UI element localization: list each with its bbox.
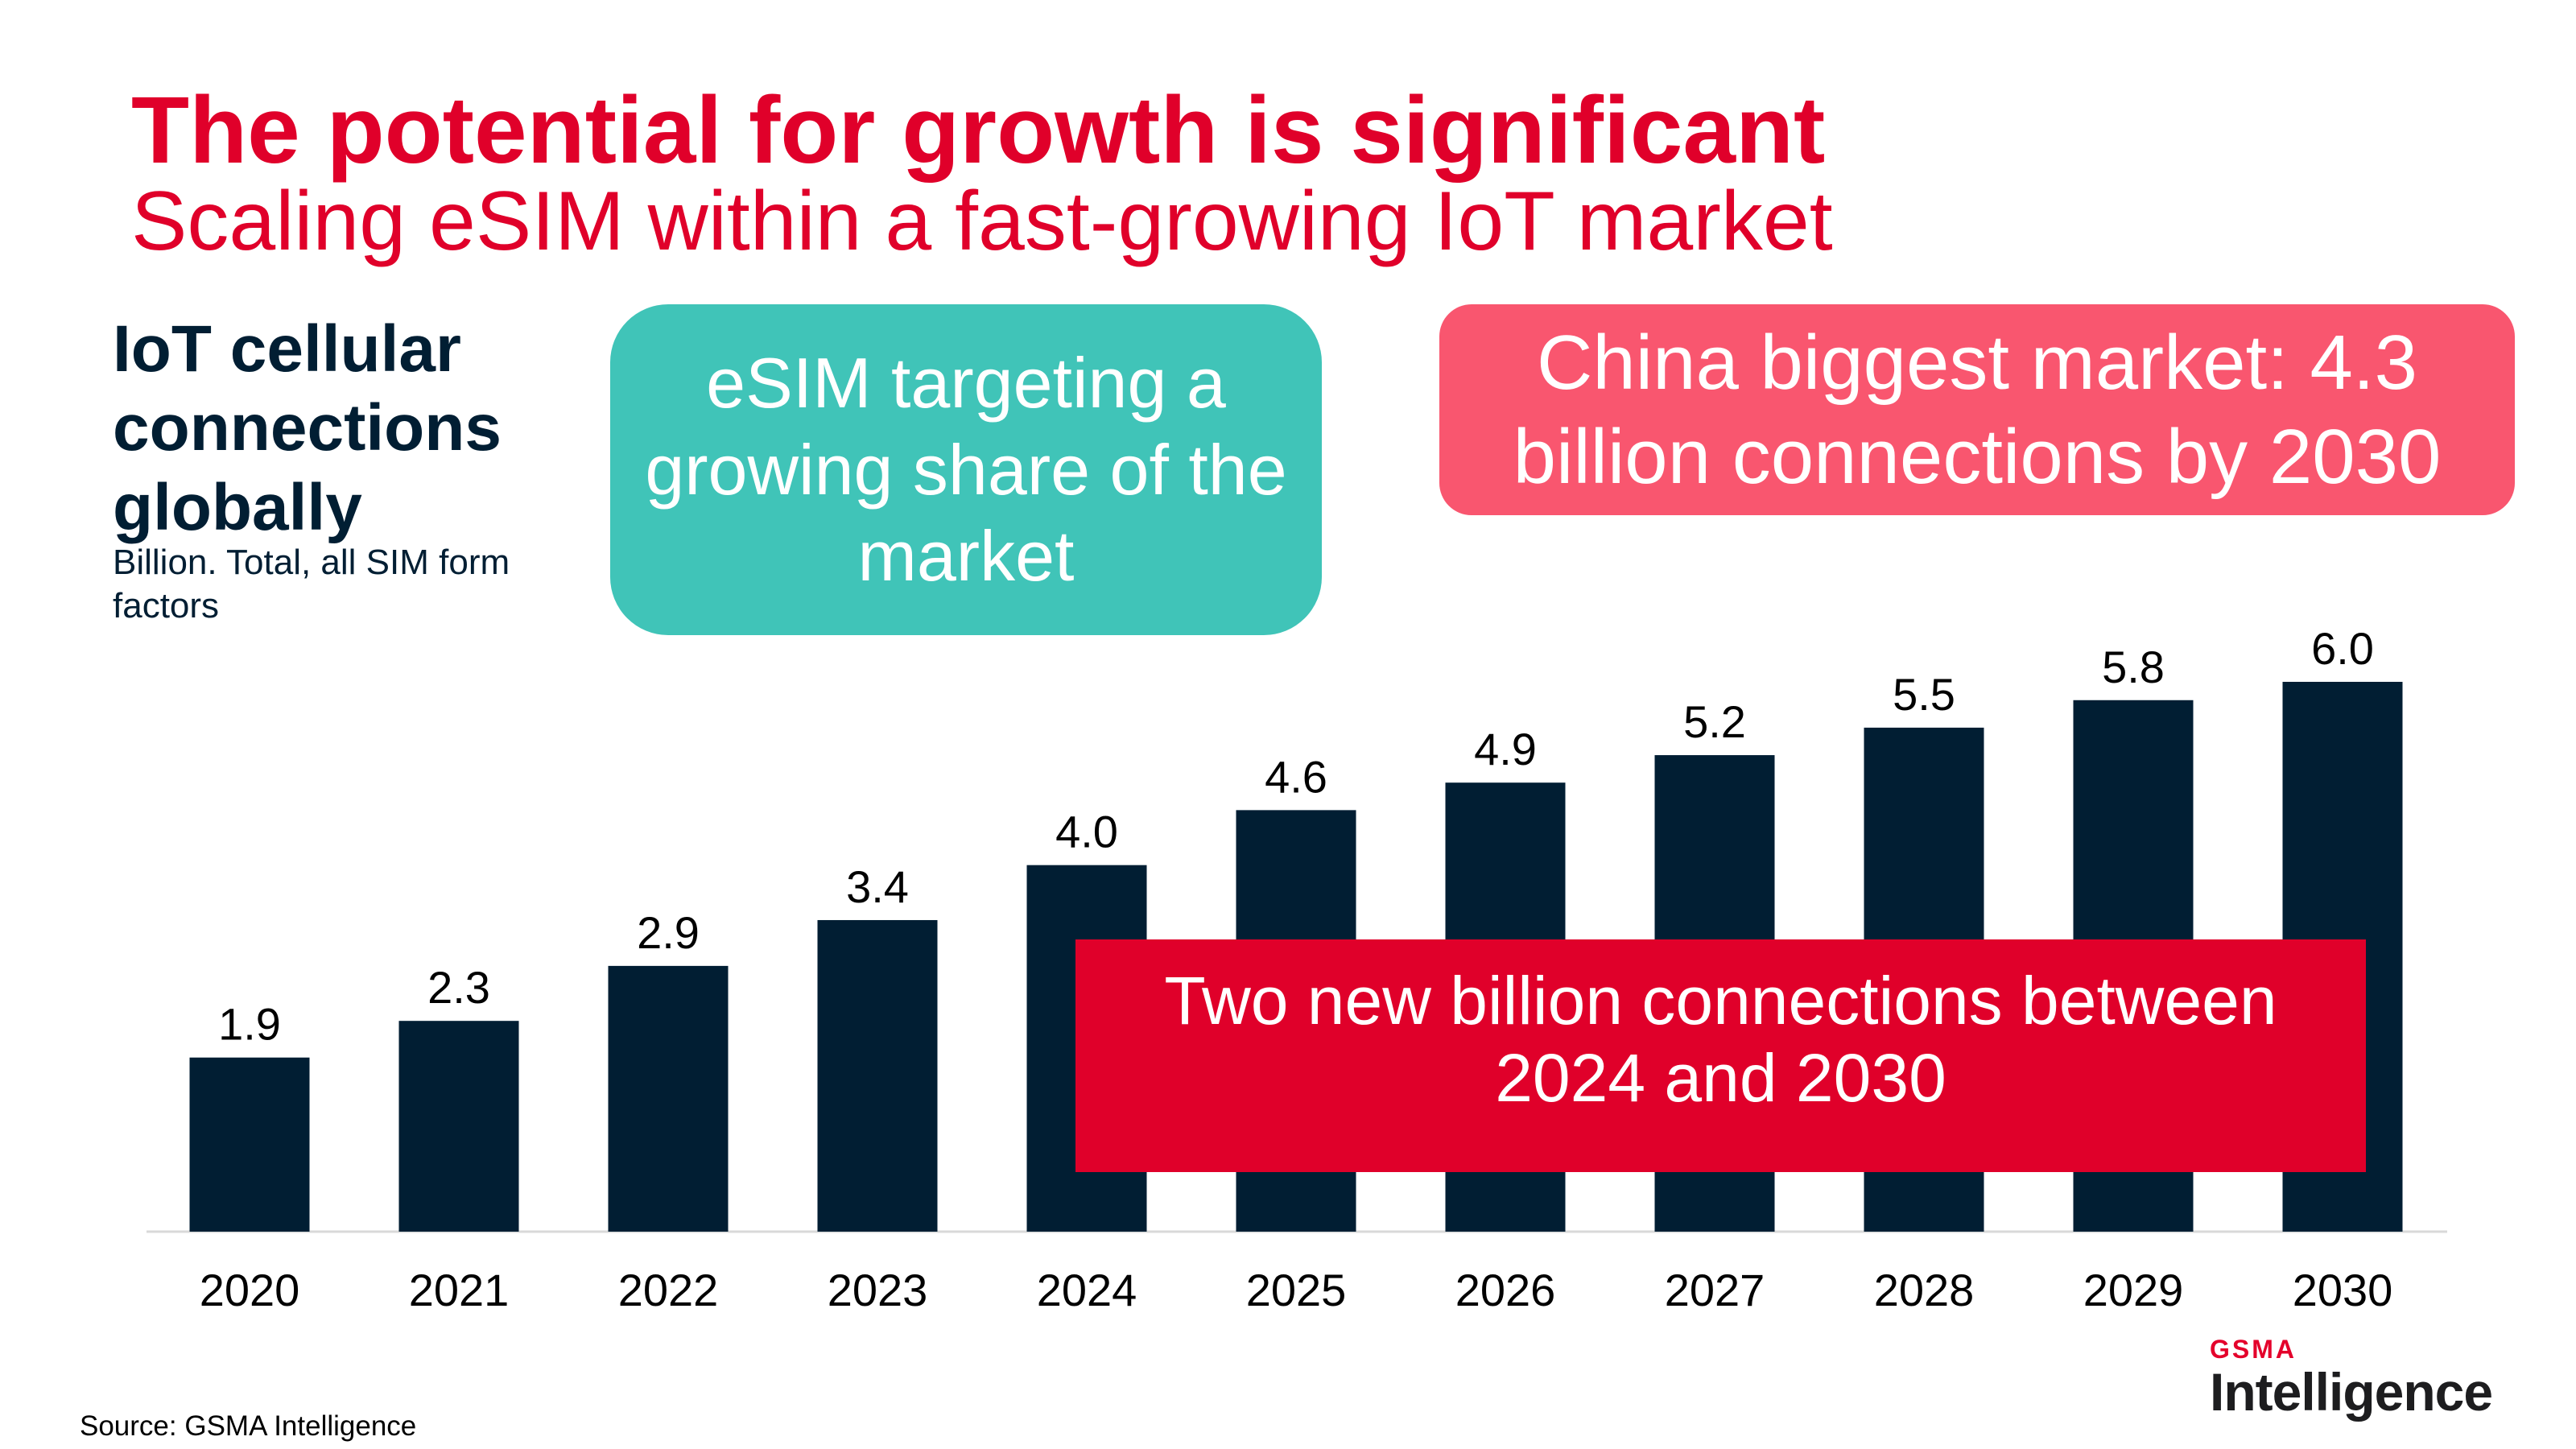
logo-intelligence: Intelligence bbox=[2210, 1362, 2493, 1422]
callout-china-market: China biggest market: 4.3 billion connec… bbox=[1439, 304, 2515, 515]
value-label: 4.6 bbox=[1265, 751, 1327, 802]
slide-subtitle: Scaling eSIM within a fast-growing IoT m… bbox=[131, 175, 1833, 268]
value-label: 3.4 bbox=[846, 861, 909, 912]
x-tick-label: 2027 bbox=[1665, 1265, 1765, 1315]
bar-2021 bbox=[398, 1021, 519, 1232]
bar-2023 bbox=[817, 919, 938, 1232]
x-tick-label: 2025 bbox=[1246, 1265, 1347, 1315]
chart-unit-note: Billion. Total, all SIM form factors bbox=[113, 543, 510, 625]
callout-esim-share: eSIM targeting a growing share of the ma… bbox=[610, 304, 1322, 635]
gsma-intelligence-logo: GSMA Intelligence bbox=[2210, 1335, 2493, 1422]
value-label: 5.5 bbox=[1893, 669, 1955, 720]
value-label: 6.0 bbox=[2311, 623, 2374, 674]
bar-2020 bbox=[189, 1057, 310, 1232]
slide-title: The potential for growth is significant bbox=[131, 77, 1826, 184]
x-tick-label: 2026 bbox=[1455, 1265, 1556, 1315]
x-tick-label: 2024 bbox=[1037, 1265, 1137, 1315]
logo-gsma: GSMA bbox=[2210, 1335, 2297, 1364]
bar-2022 bbox=[608, 965, 729, 1232]
x-tick-label: 2020 bbox=[200, 1265, 300, 1315]
value-label: 2.3 bbox=[427, 962, 490, 1013]
value-label: 5.8 bbox=[2102, 642, 2165, 692]
x-tick-label: 2029 bbox=[2083, 1265, 2184, 1315]
value-label: 2.9 bbox=[637, 907, 700, 958]
x-tick-label: 2021 bbox=[409, 1265, 510, 1315]
callout-new-connections: Two new billion connections between 2024… bbox=[1075, 939, 2366, 1172]
x-tick-label: 2028 bbox=[1874, 1265, 1975, 1315]
x-tick-label: 2023 bbox=[828, 1265, 928, 1315]
value-label: 5.2 bbox=[1683, 696, 1746, 747]
x-tick-label: 2030 bbox=[2293, 1265, 2393, 1315]
source-note: Source: GSMA Intelligence bbox=[80, 1410, 417, 1442]
value-label: 4.0 bbox=[1055, 807, 1118, 857]
chart-title: IoT cellular connections globally bbox=[113, 312, 502, 544]
value-label: 4.9 bbox=[1474, 724, 1537, 774]
value-label: 1.9 bbox=[218, 999, 281, 1050]
x-tick-label: 2022 bbox=[618, 1265, 719, 1315]
